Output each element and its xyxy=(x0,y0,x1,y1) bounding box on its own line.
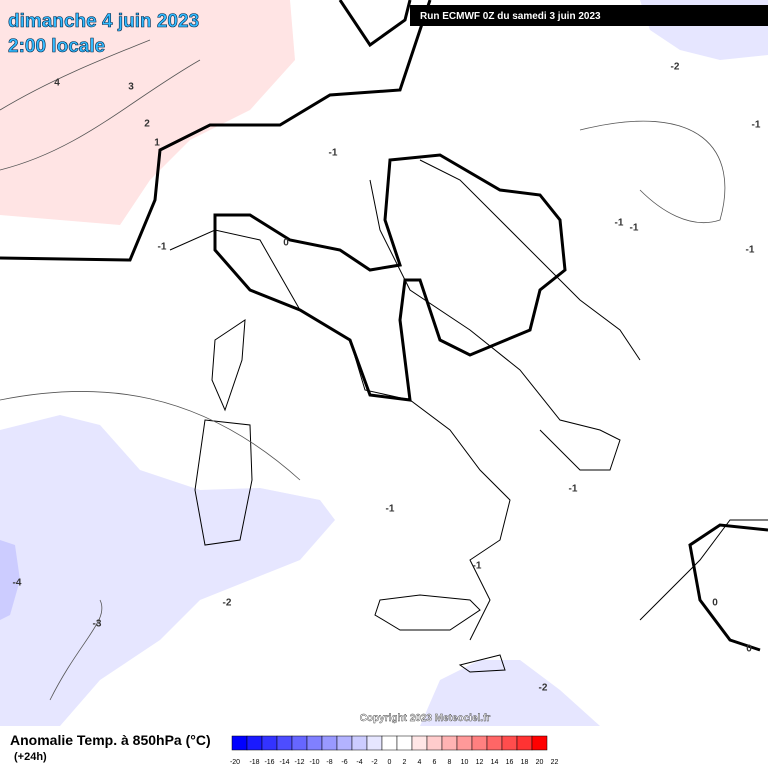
color-swatch xyxy=(306,735,323,751)
contour-label: -2 xyxy=(539,683,548,694)
color-swatch xyxy=(486,735,503,751)
color-swatch xyxy=(231,735,248,751)
isolines xyxy=(0,39,726,701)
scale-label: -16 xyxy=(264,759,274,766)
contour-label: -1 xyxy=(615,218,624,229)
scale-label: 8 xyxy=(448,759,452,766)
contour-label: -4 xyxy=(13,578,22,589)
color-swatch xyxy=(366,735,383,751)
scale-label: 10 xyxy=(461,759,469,766)
contour-label: 3 xyxy=(128,82,134,93)
contour-label: -2 xyxy=(223,598,232,609)
warm-anomaly-area xyxy=(0,0,295,225)
run-info: Run ECMWF 0Z du samedi 3 juin 2023 xyxy=(420,11,601,22)
color-swatch xyxy=(411,735,428,751)
scale-label: 22 xyxy=(551,759,559,766)
scale-label: -4 xyxy=(356,759,362,766)
color-swatch xyxy=(501,735,518,751)
color-swatch xyxy=(246,735,263,751)
color-swatch xyxy=(531,735,548,751)
color-swatch xyxy=(351,735,368,751)
scale-label: -12 xyxy=(294,759,304,766)
color-swatch xyxy=(261,735,278,751)
scale-label: 0 xyxy=(388,759,392,766)
scale-label: -6 xyxy=(341,759,347,766)
scale-label: 2 xyxy=(403,759,407,766)
color-swatch xyxy=(336,735,353,751)
contour-label: -1 xyxy=(473,561,482,572)
scale-label: -18 xyxy=(249,759,259,766)
scale-label: -8 xyxy=(326,759,332,766)
scale-label: 12 xyxy=(476,759,484,766)
contour-label: 0 xyxy=(283,238,289,249)
contour-label: 0 xyxy=(712,598,718,609)
cold-anomaly-area xyxy=(420,660,600,726)
coastlines xyxy=(169,159,768,673)
copyright: Copyright 2023 Meteociel.fr xyxy=(360,713,491,724)
contour-label: -1 xyxy=(386,504,395,515)
scale-label: 20 xyxy=(536,759,544,766)
color-swatch xyxy=(291,735,308,751)
legend-title: Anomalie Temp. à 850hPa (°C) xyxy=(10,732,211,748)
contour-label: -2 xyxy=(671,62,680,73)
scale-label: 18 xyxy=(521,759,529,766)
contour-label: -1 xyxy=(569,484,578,495)
contour-label: -1 xyxy=(329,148,338,159)
scale-label: -10 xyxy=(309,759,319,766)
legend-subtitle: (+24h) xyxy=(14,751,47,763)
color-swatch xyxy=(381,735,398,751)
contour-label: 1 xyxy=(154,138,160,149)
color-swatch xyxy=(456,735,473,751)
cold-anomaly-area xyxy=(0,415,335,726)
run-banner xyxy=(410,5,768,26)
scale-label: 14 xyxy=(491,759,499,766)
color-swatch xyxy=(276,735,293,751)
contour-labels: 4 3 21 -1 0 -1 -2 -1 -1 -1 -1 -1 -1 -1 -2 -3 -4 0 0 -2 xyxy=(13,62,761,694)
cold-anomaly-core xyxy=(0,540,20,620)
contour-label: 2 xyxy=(144,119,150,130)
contour-label: -1 xyxy=(630,223,639,234)
color-swatch xyxy=(516,735,533,751)
forecast-time: 2:00 locale xyxy=(8,36,105,57)
contour-label: 0 xyxy=(746,644,752,655)
color-swatch xyxy=(321,735,338,751)
contour-label: -1 xyxy=(752,120,761,131)
scale-label: 6 xyxy=(433,759,437,766)
scale-label: -14 xyxy=(279,759,289,766)
color-swatch xyxy=(426,735,443,751)
contour-label: 4 xyxy=(54,78,60,89)
scale-label: 16 xyxy=(506,759,514,766)
forecast-date: dimanche 4 juin 2023 xyxy=(8,11,199,32)
scale-label: 4 xyxy=(418,759,422,766)
color-scale: -20 -18 -16 -14 -12 -10 -8 -6 -4 -2 0 2 4 6 8 10 12 14 16 1… xyxy=(230,735,559,766)
zero-isoline xyxy=(0,0,768,652)
contour-label: -3 xyxy=(93,619,102,630)
color-swatch xyxy=(396,735,413,751)
scale-label: -20 xyxy=(230,759,240,766)
contour-label: -1 xyxy=(746,245,755,256)
color-swatch xyxy=(471,735,488,751)
color-swatch xyxy=(441,735,458,751)
scale-label: -2 xyxy=(371,759,377,766)
contour-label: -1 xyxy=(158,242,167,253)
